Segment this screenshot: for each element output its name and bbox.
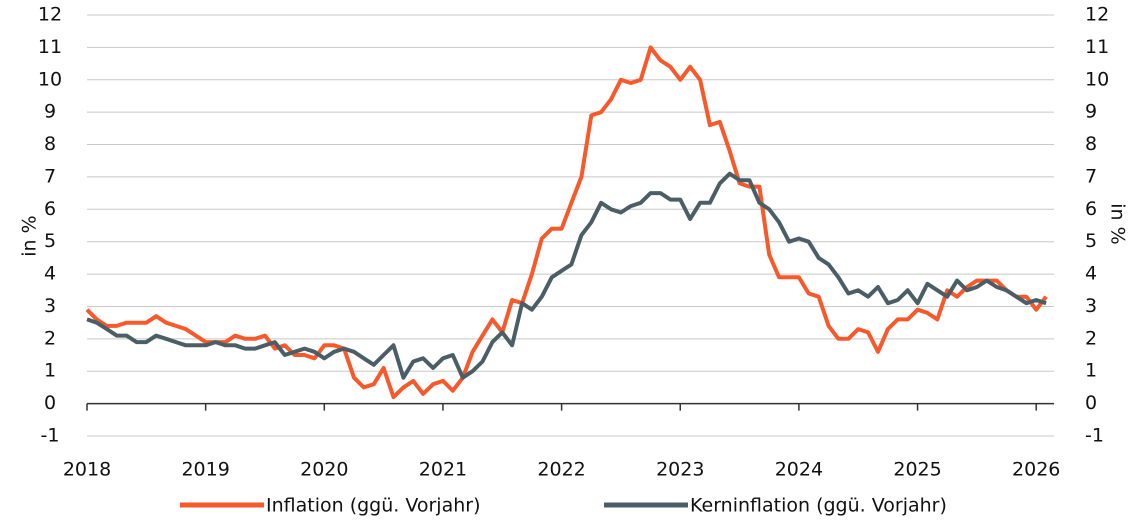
line-series xyxy=(85,45,1048,400)
y-tick-label: 11 xyxy=(38,36,62,58)
y2-tick-label: 12 xyxy=(1085,4,1109,26)
line-series xyxy=(86,171,1047,380)
x-tick-label: 2022 xyxy=(537,459,585,481)
x-tick-label: 2018 xyxy=(63,459,111,481)
y-tick-label: 1 xyxy=(44,360,56,382)
y2-tick-label: 0 xyxy=(1085,392,1097,414)
x-tick-label: 2026 xyxy=(1012,459,1060,481)
y-axis-label: in % xyxy=(19,215,41,256)
x-tick-label: 2025 xyxy=(893,459,941,481)
y-tick-label: 12 xyxy=(38,4,62,26)
y2-tick-label: 8 xyxy=(1085,133,1097,155)
y2-axis-label: in % xyxy=(1107,203,1129,244)
y-tick-label: 4 xyxy=(44,263,56,285)
y2-tick-label: 6 xyxy=(1085,198,1097,220)
y-tick-label: -1 xyxy=(41,425,60,447)
y2-tick-label: -1 xyxy=(1085,425,1104,447)
y2-tick-label: 5 xyxy=(1085,230,1097,252)
x-tick-label: 2021 xyxy=(419,459,467,481)
y-tick-label: 8 xyxy=(44,133,56,155)
x-tick-label: 2023 xyxy=(656,459,704,481)
x-tick-label: 2019 xyxy=(181,459,229,481)
y-tick-label: 10 xyxy=(38,68,62,90)
legend-label: Kerninflation (ggü. Vorjahr) xyxy=(690,495,947,517)
x-tick-label: 2024 xyxy=(775,459,823,481)
y-tick-label: 9 xyxy=(44,101,56,123)
legend-label: Inflation (ggü. Vorjahr) xyxy=(266,495,481,517)
y-tick-label: 7 xyxy=(44,165,56,187)
y-tick-label: 3 xyxy=(44,295,56,317)
y2-tick-label: 11 xyxy=(1085,36,1109,58)
y2-tick-label: 4 xyxy=(1085,263,1097,285)
x-tick-label: 2020 xyxy=(300,459,348,481)
y2-tick-label: 3 xyxy=(1085,295,1097,317)
y2-tick-label: 2 xyxy=(1085,327,1097,349)
y-tick-label: 2 xyxy=(44,327,56,349)
y-tick-label: 0 xyxy=(44,392,56,414)
y-tick-label: 6 xyxy=(44,198,56,220)
y-tick-label: 5 xyxy=(44,230,56,252)
y2-tick-label: 10 xyxy=(1085,68,1109,90)
y2-tick-label: 7 xyxy=(1085,165,1097,187)
y2-tick-label: 9 xyxy=(1085,101,1097,123)
y2-tick-label: 1 xyxy=(1085,360,1097,382)
